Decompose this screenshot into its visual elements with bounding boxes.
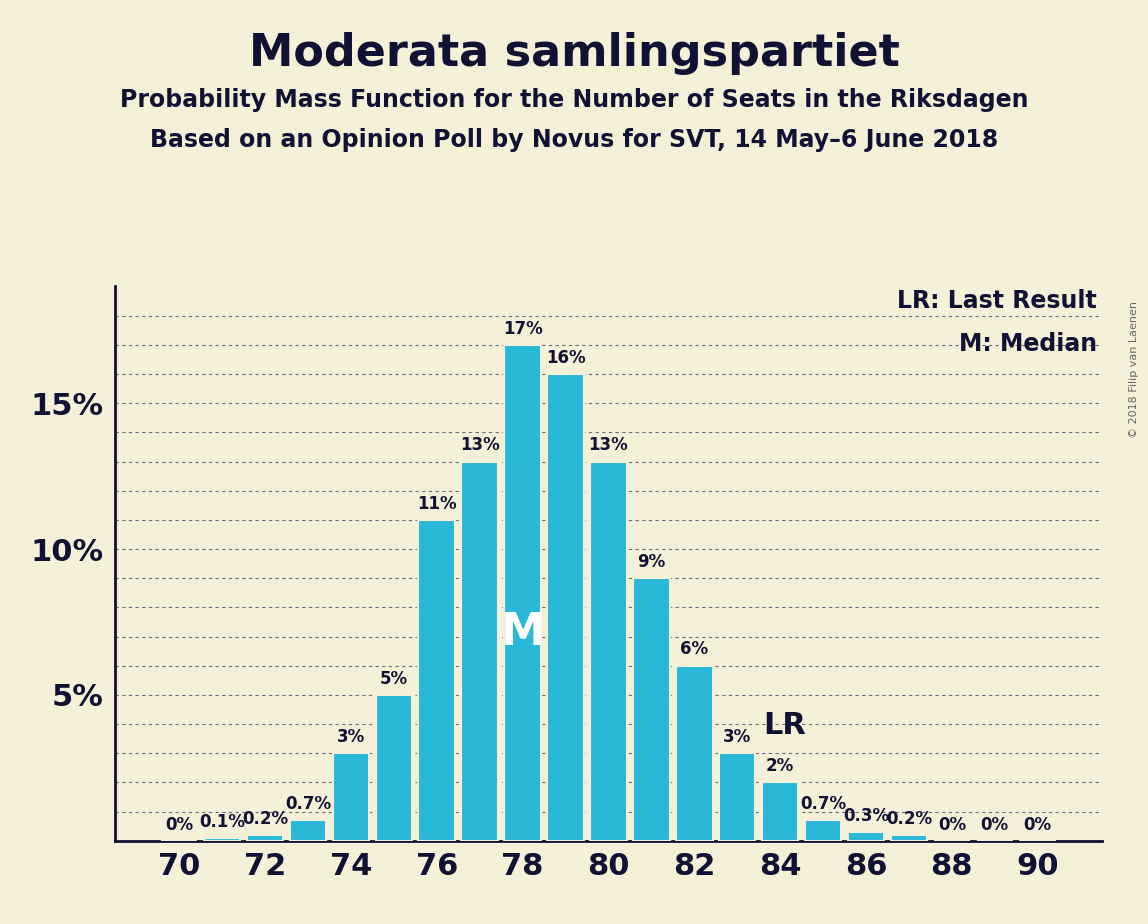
Text: 17%: 17% [503,320,543,337]
Text: 16%: 16% [545,348,585,367]
Bar [762,783,798,841]
Bar [333,753,370,841]
Bar [375,695,412,841]
Bar [504,345,541,841]
Text: 0%: 0% [165,816,193,833]
Bar [633,578,669,841]
Text: 3%: 3% [723,728,751,746]
Bar [590,461,627,841]
Text: 0.3%: 0.3% [843,807,889,825]
Text: LR: Last Result: LR: Last Result [898,289,1097,313]
Text: M: M [501,611,545,654]
Text: 2%: 2% [766,757,794,775]
Bar [805,821,841,841]
Text: 0.7%: 0.7% [285,796,331,813]
Bar [676,666,713,841]
Bar [719,753,755,841]
Text: LR: LR [763,711,806,740]
Text: 11%: 11% [417,494,457,513]
Text: 0.7%: 0.7% [800,796,846,813]
Text: 13%: 13% [460,436,499,455]
Text: M: Median: M: Median [959,332,1097,356]
Text: © 2018 Filip van Laenen: © 2018 Filip van Laenen [1130,301,1139,438]
Text: 0%: 0% [1024,816,1052,833]
Text: 0.2%: 0.2% [242,809,288,828]
Bar [461,461,498,841]
Text: 0%: 0% [938,816,965,833]
Text: 3%: 3% [336,728,365,746]
Text: 5%: 5% [380,670,408,687]
Text: Probability Mass Function for the Number of Seats in the Riksdagen: Probability Mass Function for the Number… [119,88,1029,112]
Text: Based on an Opinion Poll by Novus for SVT, 14 May–6 June 2018: Based on an Opinion Poll by Novus for SV… [150,128,998,152]
Bar [419,520,455,841]
Bar [289,821,326,841]
Text: 0.1%: 0.1% [199,812,246,831]
Bar [847,833,884,841]
Text: 9%: 9% [637,553,666,571]
Text: 0%: 0% [980,816,1009,833]
Text: 6%: 6% [681,640,708,659]
Text: 13%: 13% [589,436,628,455]
Bar [891,835,928,841]
Bar [548,374,583,841]
Text: 0.2%: 0.2% [886,809,932,828]
Bar [247,835,284,841]
Bar [204,838,240,841]
Text: Moderata samlingspartiet: Moderata samlingspartiet [249,32,899,76]
